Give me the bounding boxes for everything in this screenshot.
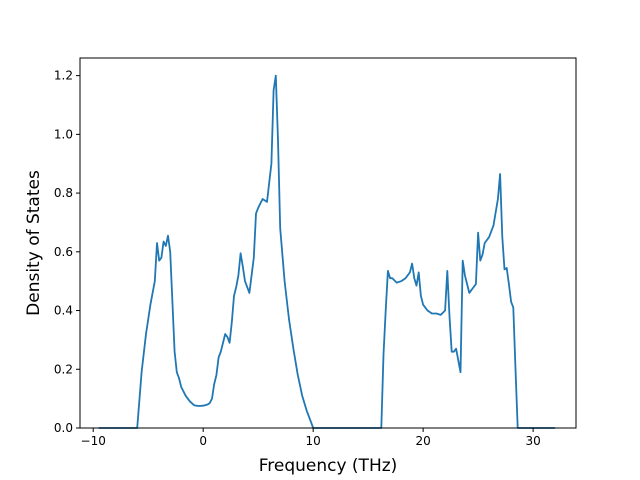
- x-tick-label: −10: [81, 434, 106, 448]
- x-tick-label: 10: [306, 434, 321, 448]
- dos-line-series-0: [98, 74, 556, 429]
- y-tick-label: 0.4: [54, 304, 73, 318]
- plot-frame: [79, 57, 577, 429]
- y-axis: 0.0 0.2 0.4 0.6 0.8 1.0 1.2: [54, 69, 80, 435]
- y-tick-label: 0.6: [54, 245, 73, 259]
- x-axis: −10 0 10 20 30: [81, 428, 541, 448]
- y-tick-label: 0.8: [54, 186, 73, 200]
- y-tick-label: 0.2: [54, 362, 73, 376]
- y-tick-label: 0.0: [54, 421, 73, 435]
- x-axis-label: Frequency (THz): [259, 456, 398, 476]
- x-tick-label: 0: [199, 434, 207, 448]
- y-axis-label: Density of States: [24, 170, 44, 316]
- series-layer: [98, 74, 556, 429]
- y-tick-label: 1.2: [54, 69, 73, 83]
- x-tick-label: 30: [525, 434, 540, 448]
- y-tick-label: 1.0: [54, 127, 73, 141]
- x-tick-label: 20: [415, 434, 430, 448]
